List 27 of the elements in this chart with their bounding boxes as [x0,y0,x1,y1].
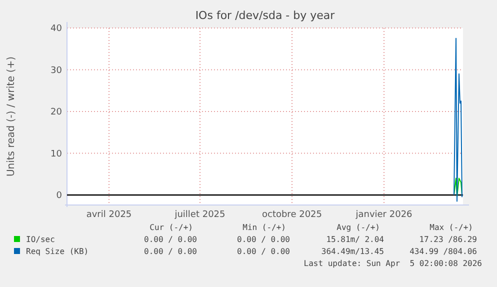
x-tick-label: juillet 2025 [174,210,226,220]
y-tick-label: 0 [56,191,62,202]
text: 0.00 / 0.00 [237,235,290,244]
y-tick-label: 10 [50,149,62,160]
chart-title: IOs for /dev/sda - by year [195,9,336,22]
text: Min (-/+) [242,223,286,232]
text: Last update: Sun Apr 5 02:00:08 2026 [304,259,482,268]
text: 364.49m/13.45 [321,247,384,256]
line-series [454,38,462,202]
text: 0.00 / 0.00 [144,247,198,256]
text: 15.81m/ 2.04 [326,235,384,244]
text: Avg (-/+) [336,223,380,232]
x-tick-label: janvier 2026 [354,210,413,220]
text: 434.99 /804.06 [410,247,478,256]
legend-label: Req Size (KB) [26,247,89,256]
text: 0.00 / 0.00 [237,247,290,256]
text: 17.23 /86.29 [419,235,478,244]
y-tick-label: 30 [50,66,62,76]
x-tick-label: octobre 2025 [262,210,322,220]
y-axis-title: Units read (-) / write (+) [6,56,17,177]
y-tick-label: 40 [50,24,62,34]
text: Max (-/+) [430,223,473,232]
legend-label: IO/sec [26,235,56,244]
text: Cur (-/+) [150,223,193,232]
text: 0.00 / 0.00 [144,235,198,244]
x-tick-label: avril 2025 [86,210,132,220]
y-tick-label: 20 [50,108,62,118]
